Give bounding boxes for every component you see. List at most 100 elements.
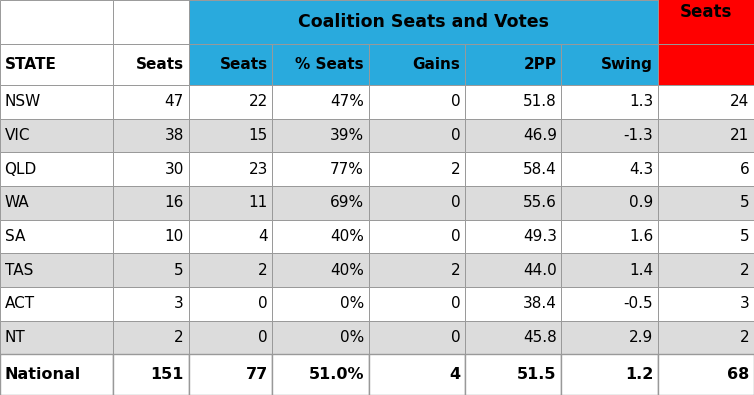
- Bar: [0, 220, 113, 254]
- Text: % Seats: % Seats: [296, 57, 364, 72]
- Bar: [657, 45, 754, 85]
- Bar: [561, 220, 657, 254]
- Text: 24: 24: [730, 94, 749, 109]
- Bar: [657, 152, 754, 186]
- Bar: [465, 85, 561, 119]
- Bar: [0, 354, 113, 395]
- Text: 0: 0: [451, 330, 461, 345]
- Bar: [657, 220, 754, 254]
- Bar: [188, 0, 657, 45]
- Text: 51.5: 51.5: [517, 367, 556, 382]
- Bar: [561, 152, 657, 186]
- Bar: [657, 321, 754, 354]
- Text: VIC: VIC: [5, 128, 30, 143]
- Bar: [272, 152, 369, 186]
- Bar: [0, 254, 113, 287]
- Bar: [188, 119, 272, 152]
- Text: 0%: 0%: [340, 296, 364, 311]
- Text: 2: 2: [174, 330, 184, 345]
- Bar: [272, 220, 369, 254]
- Bar: [369, 152, 465, 186]
- Text: 5: 5: [740, 229, 749, 244]
- Text: 45.8: 45.8: [523, 330, 556, 345]
- Text: 1.6: 1.6: [629, 229, 653, 244]
- Text: 0: 0: [451, 196, 461, 211]
- Text: 0: 0: [258, 330, 268, 345]
- Text: 2: 2: [740, 263, 749, 278]
- Bar: [0, 45, 113, 85]
- Bar: [0, 119, 113, 152]
- Text: 0: 0: [451, 296, 461, 311]
- Bar: [465, 287, 561, 321]
- Bar: [113, 287, 188, 321]
- Bar: [561, 354, 657, 395]
- Text: ACT: ACT: [5, 296, 35, 311]
- Text: -0.5: -0.5: [624, 296, 653, 311]
- Text: 6: 6: [740, 162, 749, 177]
- Bar: [188, 287, 272, 321]
- Bar: [657, 254, 754, 287]
- Bar: [657, 0, 754, 45]
- Bar: [113, 152, 188, 186]
- Text: 0: 0: [451, 128, 461, 143]
- Text: 0: 0: [451, 94, 461, 109]
- Bar: [113, 220, 188, 254]
- Text: 49.3: 49.3: [523, 229, 556, 244]
- Text: 30: 30: [164, 162, 184, 177]
- Text: NSW: NSW: [5, 94, 41, 109]
- Text: Swing: Swing: [601, 57, 653, 72]
- Bar: [369, 186, 465, 220]
- Text: 23: 23: [248, 162, 268, 177]
- Text: 40%: 40%: [330, 229, 364, 244]
- Text: Seats: Seats: [136, 57, 184, 72]
- Bar: [369, 287, 465, 321]
- Bar: [657, 85, 754, 119]
- Bar: [113, 85, 188, 119]
- Text: 0.9: 0.9: [629, 196, 653, 211]
- Bar: [272, 186, 369, 220]
- Bar: [657, 186, 754, 220]
- Bar: [113, 186, 188, 220]
- Text: 0%: 0%: [340, 330, 364, 345]
- Bar: [0, 0, 113, 45]
- Text: 15: 15: [249, 128, 268, 143]
- Bar: [188, 254, 272, 287]
- Text: 4: 4: [258, 229, 268, 244]
- Bar: [272, 254, 369, 287]
- Bar: [0, 152, 113, 186]
- Bar: [369, 85, 465, 119]
- Bar: [465, 45, 561, 85]
- Text: 40%: 40%: [330, 263, 364, 278]
- Bar: [369, 119, 465, 152]
- Text: 2: 2: [451, 162, 461, 177]
- Bar: [369, 354, 465, 395]
- Text: 3: 3: [174, 296, 184, 311]
- Text: Seats: Seats: [219, 57, 268, 72]
- Bar: [561, 254, 657, 287]
- Bar: [657, 119, 754, 152]
- Text: 0: 0: [258, 296, 268, 311]
- Text: 4: 4: [449, 367, 461, 382]
- Bar: [113, 0, 188, 45]
- Text: 11: 11: [249, 196, 268, 211]
- Text: Coalition Seats and Votes: Coalition Seats and Votes: [298, 13, 549, 31]
- Text: Labor
Seats: Labor Seats: [679, 0, 733, 21]
- Text: 47%: 47%: [330, 94, 364, 109]
- Bar: [561, 287, 657, 321]
- Bar: [0, 85, 113, 119]
- Bar: [0, 287, 113, 321]
- Bar: [113, 119, 188, 152]
- Text: 77: 77: [246, 367, 268, 382]
- Text: 2.9: 2.9: [629, 330, 653, 345]
- Bar: [272, 321, 369, 354]
- Bar: [113, 321, 188, 354]
- Text: 16: 16: [164, 196, 184, 211]
- Bar: [465, 354, 561, 395]
- Text: 46.9: 46.9: [523, 128, 556, 143]
- Bar: [188, 220, 272, 254]
- Bar: [272, 85, 369, 119]
- Bar: [272, 45, 369, 85]
- Text: 1.3: 1.3: [629, 94, 653, 109]
- Text: 38: 38: [164, 128, 184, 143]
- Bar: [272, 354, 369, 395]
